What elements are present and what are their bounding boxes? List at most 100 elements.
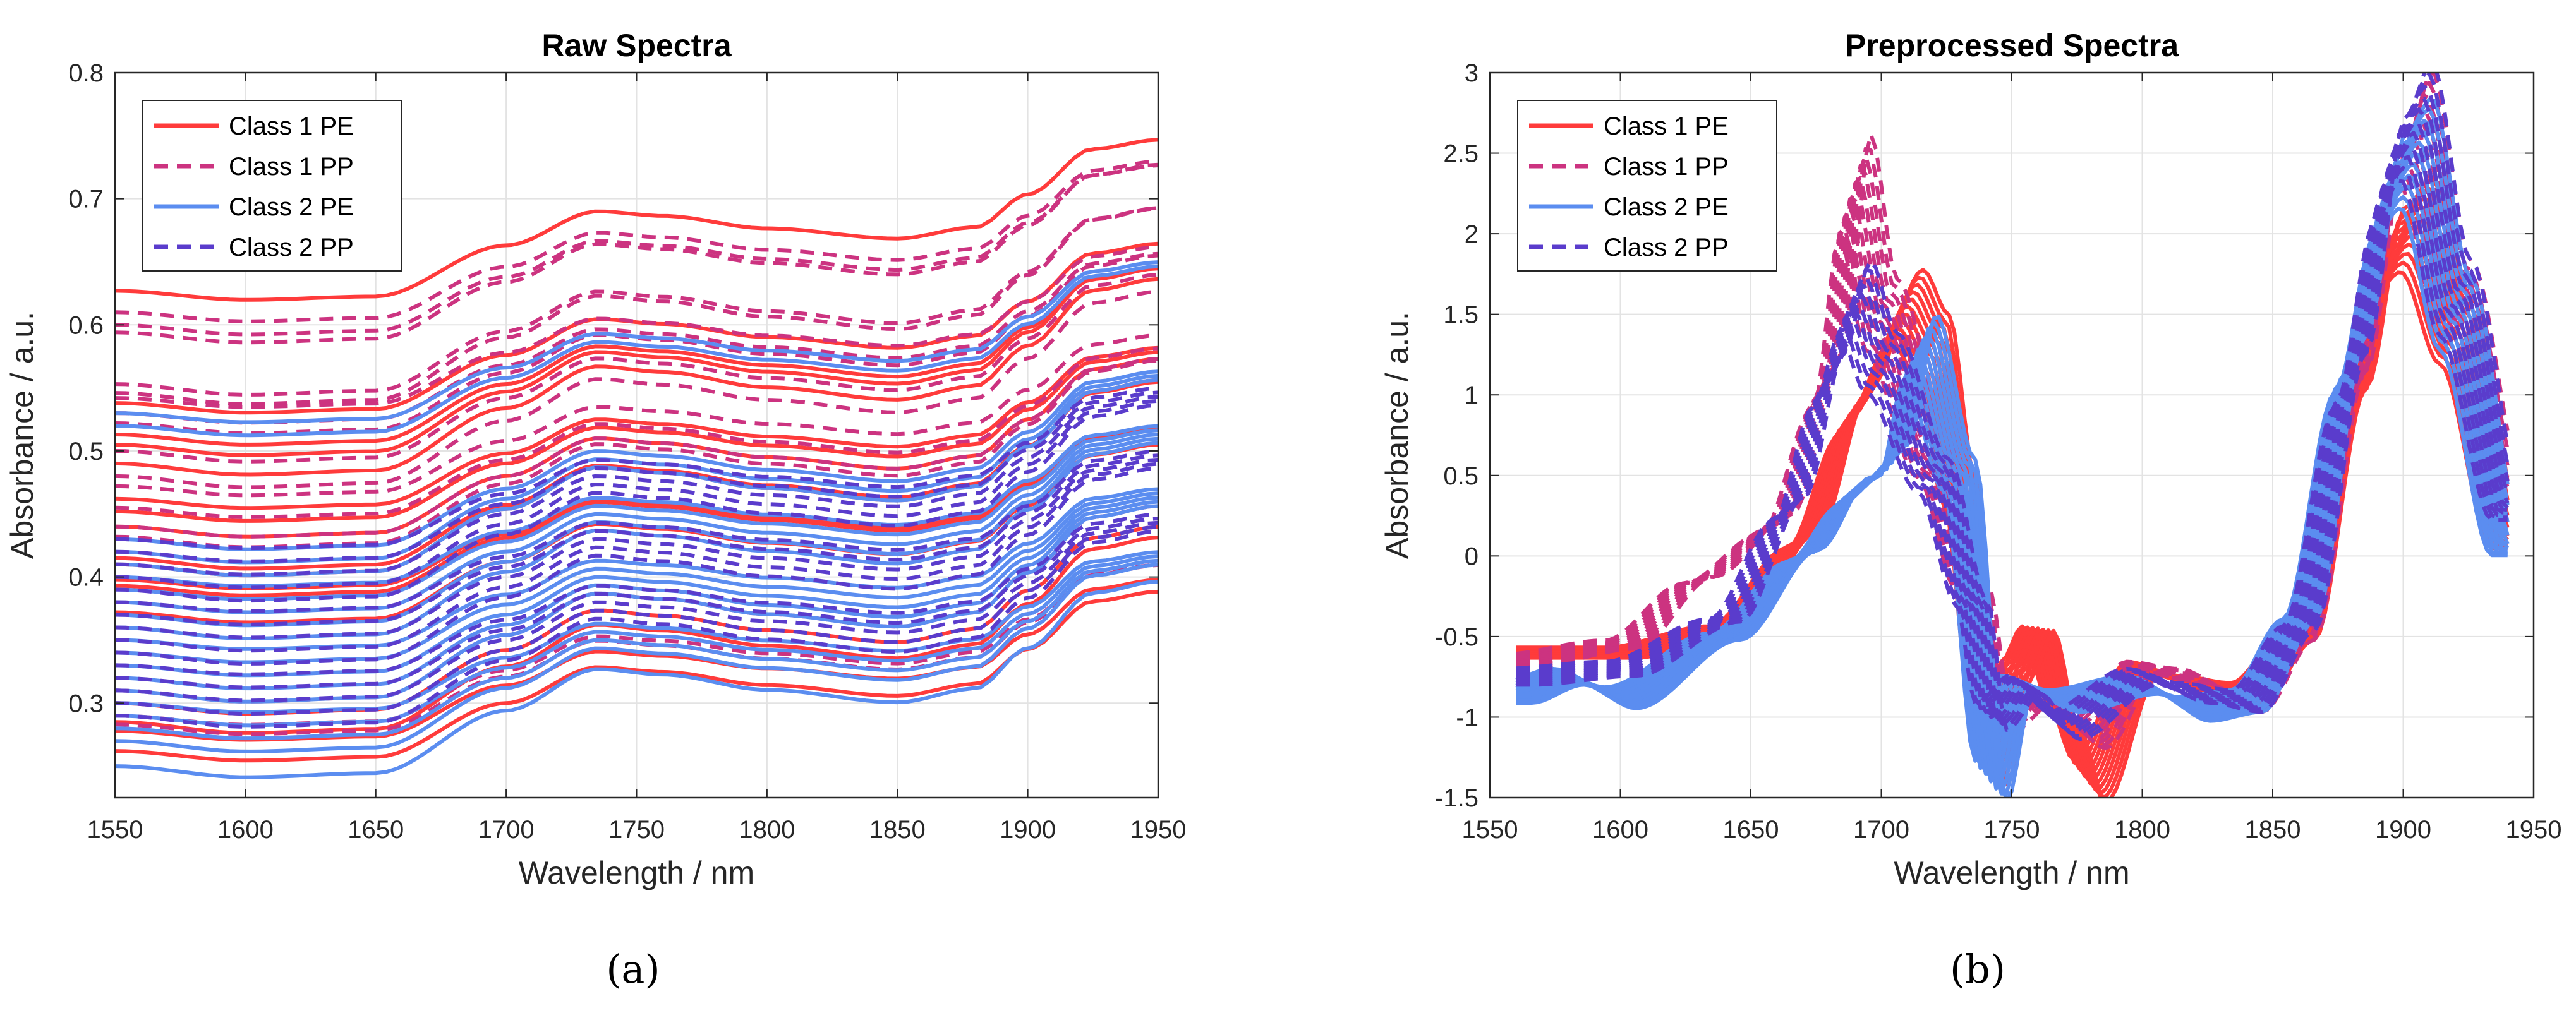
x-tick-label: 1550: [1462, 816, 1518, 844]
series-line-class-1-pe: [115, 426, 1158, 590]
series-line-class-1-pe: [115, 265, 1158, 447]
series-line-class-1-pe: [115, 138, 1158, 302]
legend-label-class-2-pp: Class 2 PP: [229, 234, 354, 261]
series-line-class-2-pp: [115, 449, 1158, 613]
series-line-class-1-pe: [115, 589, 1158, 763]
series-line-class-1-pp: [115, 357, 1158, 539]
x-tick-label: 1750: [608, 816, 665, 844]
series-line-class-2-pp: [115, 462, 1158, 653]
legend-label-class-1-pp: Class 1 PP: [1604, 153, 1729, 181]
legend-label-class-1-pe: Class 1 PE: [229, 112, 354, 140]
series-line-class-2-pp: [1516, 107, 2510, 730]
series-line-class-1-pp: [115, 159, 1158, 323]
y-tick-label: 0.3: [68, 690, 104, 717]
x-tick-label: 1550: [87, 816, 143, 844]
series-line-class-2-pe: [115, 491, 1158, 664]
preprocessed-spectra-panel: 1550 1600 1650 1700 1750 1800 1850 1900 1950 -1.5…: [1379, 28, 2561, 890]
x-tick-label: 1900: [1000, 816, 1056, 844]
legend-box: [1517, 100, 1777, 272]
y-tick-label: 0.8: [68, 59, 104, 87]
series-line-class-1-pp: [115, 289, 1158, 489]
series-line-class-1-pp: [115, 358, 1158, 549]
x-tick-label: 1950: [2506, 816, 2562, 844]
series-line-class-1-pe: [115, 424, 1158, 597]
series-group: [1515, 73, 2510, 798]
series-line-class-2-pp: [115, 403, 1158, 603]
series-line-class-2-pp: [1516, 120, 2509, 728]
series-line-class-1-pp: [115, 333, 1158, 498]
legend-label-class-2-pe: Class 2 PE: [229, 193, 354, 221]
series-line-class-2-pe: [115, 558, 1158, 741]
series-line-class-1-pe: [115, 267, 1158, 457]
series-line-class-2-pe: [115, 495, 1158, 678]
legend-box: [142, 100, 402, 272]
series-line-class-1-pp: [115, 164, 1158, 337]
x-tick-label: 1650: [1723, 816, 1779, 844]
caption-a: (a): [606, 946, 660, 992]
y-tick-label: 3: [1465, 59, 1478, 87]
series-line-class-2-pp: [115, 529, 1158, 729]
series-line-class-1-pp: [115, 253, 1158, 435]
series-line-class-2-pp: [115, 520, 1158, 703]
series-line-class-2-pe: [115, 260, 1158, 424]
y-tick-label: 2.5: [1443, 140, 1478, 168]
raw-spectra-panel: 1550 1600 1650 1700 1750 1800 1850 1900 1950 0.3 0…: [4, 28, 1186, 890]
caption-b: (b): [1950, 946, 2005, 992]
series-line-class-1-pp: [115, 563, 1158, 727]
series-line-class-2-pp: [115, 525, 1158, 716]
x-tick-label: 1600: [1592, 816, 1648, 844]
y-tick-label: 0.5: [1443, 462, 1478, 490]
series-line-class-1-pp: [115, 206, 1158, 397]
x-axis-label: Wavelength / nm: [1894, 855, 2129, 890]
series-line-class-1-pp: [115, 162, 1158, 345]
chart-title: Preprocessed Spectra: [1845, 28, 2179, 63]
series-line-class-2-pp: [115, 386, 1158, 551]
series-line-class-1-pe: [115, 350, 1158, 523]
y-tick-label: -1.5: [1435, 784, 1478, 812]
series-line-class-2-pp: [1516, 73, 2510, 741]
series-line-class-2-pe: [115, 369, 1158, 551]
series-line-class-2-pe: [1516, 130, 2510, 791]
series-line-class-2-pp: [115, 457, 1158, 640]
y-axis-label: Absorbance / a.u.: [4, 311, 40, 559]
y-tick-label: 1: [1465, 381, 1478, 409]
x-tick-label: 1750: [1984, 816, 2040, 844]
series-group: [115, 138, 1158, 779]
x-tick-label: 1650: [348, 816, 404, 844]
y-tick-label: 1.5: [1443, 301, 1478, 329]
series-line-class-2-pp: [115, 466, 1158, 666]
y-tick-label: 0.5: [68, 438, 104, 465]
y-axis-label: Absorbance / a.u.: [1379, 311, 1415, 559]
series-line-class-2-pp: [1516, 96, 2510, 733]
series-line-class-1-pe: [115, 345, 1158, 510]
x-axis-label: Wavelength / nm: [519, 855, 754, 890]
series-line-class-2-pp: [115, 390, 1158, 563]
series-line-class-2-pp: [115, 453, 1158, 626]
y-tick-label: 0.6: [68, 311, 104, 339]
series-line-class-1-pp: [115, 251, 1158, 425]
x-tick-label: 1800: [2114, 816, 2170, 844]
series-line-class-2-pp: [115, 399, 1158, 590]
x-tick-label: 1700: [478, 816, 535, 844]
x-tick-label: 1800: [739, 816, 795, 844]
series-line-class-2-pe: [115, 563, 1158, 753]
x-tick-label: 1700: [1853, 816, 1909, 844]
series-line-class-2-pp: [115, 395, 1158, 577]
legend-label-class-1-pe: Class 1 PE: [1604, 112, 1729, 140]
series-line-class-1-pe: [115, 277, 1158, 477]
series-line-class-2-pp: [1516, 73, 2510, 738]
series-line-class-2-pp: [115, 512, 1158, 676]
x-tick-label: 1850: [2245, 816, 2301, 844]
series-line-class-2-pe: [115, 580, 1158, 779]
y-tick-label: 0: [1465, 542, 1478, 570]
y-tick-label: -0.5: [1435, 623, 1478, 651]
x-tick-label: 1900: [2375, 816, 2431, 844]
y-tick-label: 0.7: [68, 186, 104, 213]
series-line-class-1-pe: [115, 536, 1158, 735]
x-tick-label: 1950: [1130, 816, 1187, 844]
series-line-class-2-pp: [1516, 84, 2510, 736]
series-line-class-2-pe: [115, 433, 1158, 614]
series-line-class-2-pe: [115, 554, 1158, 728]
series-line-class-2-pe: [115, 428, 1158, 601]
